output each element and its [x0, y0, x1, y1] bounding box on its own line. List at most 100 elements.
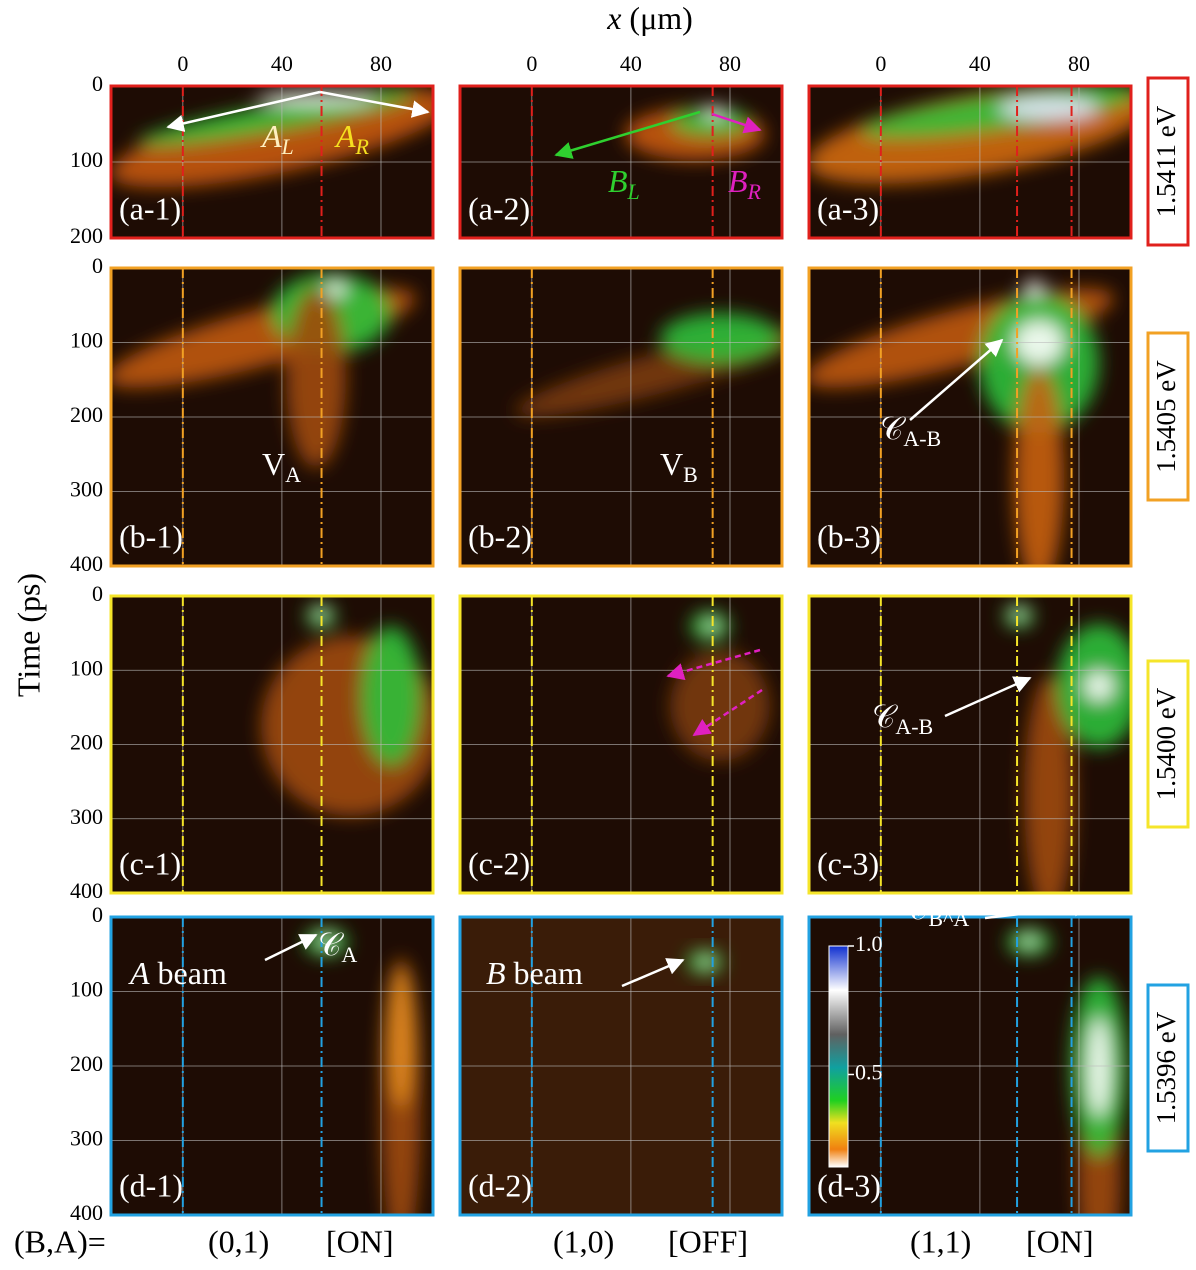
y-tick-label: 100 — [70, 147, 103, 172]
energy-label: 1.5400 eV — [1151, 687, 1181, 800]
intensity-feature — [1084, 671, 1114, 701]
annotation-sub: B — [683, 462, 698, 487]
annotation-sub: A-B — [903, 426, 941, 451]
panel-frame — [458, 594, 784, 895]
x-tick-label: 40 — [271, 51, 293, 76]
arrow — [621, 958, 685, 988]
annotation: A beam — [128, 955, 227, 991]
annotation-sub: A-B — [895, 714, 933, 739]
image-features — [304, 928, 421, 1215]
image-features — [1007, 928, 1127, 1215]
intensity-feature — [1087, 1017, 1111, 1117]
annotation-sub: L — [281, 134, 294, 159]
x-tick-label: 0 — [177, 51, 188, 76]
annotation: 𝒞A-B — [872, 698, 933, 739]
panel-label: (b-2) — [468, 518, 532, 554]
x-axis-label: x (μm) — [606, 0, 693, 36]
arrow — [554, 110, 701, 159]
y-tick-label: 300 — [70, 1126, 103, 1151]
streak-image — [460, 268, 782, 566]
y-tick-label: 0 — [92, 902, 103, 927]
panel-label: (a-3) — [817, 190, 879, 226]
annotation: AR — [334, 118, 370, 159]
arrow — [909, 338, 1004, 421]
x-tick-label: 40 — [969, 51, 991, 76]
intensity-feature — [1014, 321, 1064, 365]
colorbar-tick-label: 0.5 — [855, 1060, 883, 1085]
intensity-feature — [326, 280, 346, 296]
intensity-feature — [111, 88, 433, 188]
annotation: BL — [608, 163, 640, 204]
streak-image — [460, 596, 782, 893]
image-features — [1004, 604, 1131, 893]
intensity-feature — [1022, 936, 1036, 946]
annotation-sub: R — [747, 179, 762, 204]
y-tick-label: 100 — [70, 977, 103, 1002]
panel-frame — [109, 915, 435, 1217]
intensity-feature — [1013, 609, 1025, 619]
annotation-rest: beam — [150, 955, 227, 991]
streak-image — [111, 268, 433, 566]
intensity-feature — [660, 313, 780, 363]
energy-label: 1.5405 eV — [1151, 360, 1181, 473]
panel-label: (d-2) — [468, 1167, 532, 1203]
annotation: VA — [262, 446, 301, 487]
image-features — [687, 950, 723, 974]
annotation: AL — [260, 118, 294, 159]
annotation-rest: beam — [506, 955, 583, 991]
y-tick-label: 200 — [70, 223, 103, 248]
streak-image — [111, 917, 433, 1215]
annotation: 𝒞A — [318, 926, 357, 967]
panel-frame — [807, 84, 1133, 240]
y-tick-label: 0 — [92, 581, 103, 606]
y-tick-label: 300 — [70, 804, 103, 829]
intensity-feature — [315, 609, 327, 619]
annotation: B beam — [486, 955, 583, 991]
panel-frame — [458, 266, 784, 568]
annotation-sub: A — [285, 462, 301, 487]
annotation-main: A — [260, 118, 282, 154]
annotation-main: B — [728, 163, 748, 199]
y-tick-label: 200 — [70, 402, 103, 427]
column-switch: [ON] — [1026, 1223, 1094, 1259]
streak-image — [809, 917, 1131, 1215]
annotation-main: B — [608, 163, 628, 199]
annotation-main: A — [128, 955, 150, 991]
annotation-main: V — [660, 446, 683, 482]
streak-image — [460, 917, 782, 1215]
colorbar — [828, 945, 849, 1168]
y-tick-label: 0 — [92, 253, 103, 278]
column-switch: [OFF] — [668, 1223, 748, 1259]
annotation-main: B — [486, 955, 506, 991]
annotation: 𝒞B^A — [905, 890, 969, 931]
y-tick-label: 300 — [70, 477, 103, 502]
image-features — [515, 313, 782, 417]
streak-image — [460, 86, 782, 238]
intensity-feature — [386, 967, 416, 1107]
panel-label: (a-2) — [468, 190, 530, 226]
intensity-feature — [1024, 676, 1074, 893]
streak-image — [809, 86, 1131, 238]
streak-image — [809, 268, 1131, 566]
energy-label: 1.5396 eV — [1151, 1011, 1181, 1124]
arrow — [666, 648, 761, 681]
intensity-feature — [703, 106, 727, 118]
panel-frame — [109, 84, 435, 240]
column-state: (1,0) — [553, 1223, 614, 1259]
panel-label: (a-1) — [119, 190, 181, 226]
streak-image — [111, 86, 433, 238]
streak-image — [111, 596, 433, 893]
panel-label: (c-3) — [817, 845, 879, 881]
y-tick-label: 400 — [70, 878, 103, 903]
panel-frame — [109, 266, 435, 568]
panel-frame — [109, 594, 435, 895]
annotation-sub: L — [627, 179, 640, 204]
panel-frame — [458, 915, 784, 1217]
intensity-feature — [361, 626, 421, 766]
arrow — [692, 688, 763, 737]
panel-label: (d-1) — [119, 1167, 183, 1203]
arrow — [711, 112, 762, 134]
panel-label: (b-3) — [817, 518, 881, 554]
arrow — [319, 90, 430, 118]
